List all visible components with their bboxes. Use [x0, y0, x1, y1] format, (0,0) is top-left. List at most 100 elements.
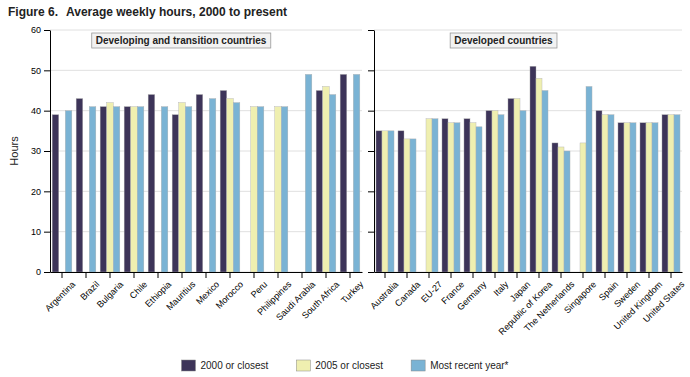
legend-label: Most recent year*: [430, 360, 508, 371]
bar: [76, 99, 83, 272]
legend-swatch: [411, 360, 425, 371]
bar: [329, 95, 336, 272]
y-tick: [368, 30, 374, 31]
chart: Figure 6.Average weekly hours, 2000 to p…: [0, 0, 690, 377]
x-axis-line: [375, 272, 683, 273]
bar: [275, 107, 282, 272]
y-tick: 30: [31, 146, 50, 156]
grid-line: [374, 110, 682, 111]
bar: [305, 74, 312, 272]
x-tick-mark: [649, 272, 650, 278]
x-axis: ArgentinaBrazilBulgariaChileEthiopiaMaur…: [43, 272, 366, 322]
x-tick-label: Turkey: [339, 279, 366, 306]
bar: [107, 103, 114, 272]
series: [65, 74, 360, 272]
x-tick: Turkey: [339, 272, 366, 306]
bar: [52, 115, 59, 272]
y-tick-label: 40: [31, 106, 41, 116]
grid-line: [50, 110, 362, 111]
grid: [50, 30, 362, 272]
bar: [161, 107, 168, 272]
bar: [281, 107, 288, 272]
bar: [536, 78, 542, 272]
y-tick: 40: [31, 106, 50, 116]
x-tick-mark: [605, 272, 606, 278]
x-tick: Argentina: [43, 272, 77, 314]
grid-line: [50, 231, 362, 232]
y-tick-mark: [44, 111, 50, 112]
x-tick-label: Morocco: [214, 279, 245, 310]
x-tick-mark: [86, 272, 87, 278]
x-tick: Morocco: [214, 272, 245, 311]
x-tick-mark: [302, 272, 303, 278]
panel: AustraliaCanadaEU-27FranceGermanyItalyJa…: [368, 30, 687, 337]
bar: [316, 91, 323, 273]
bar: [257, 107, 264, 272]
y-tick-mark: [368, 272, 374, 273]
x-tick: Canada: [393, 272, 422, 309]
y-tick: [368, 111, 374, 112]
annotation-text: Developed countries: [454, 35, 553, 46]
x-tick-mark: [230, 272, 231, 278]
y-tick-label: 50: [31, 66, 41, 76]
x-tick-mark: [407, 272, 408, 278]
y-tick-label: 0: [36, 267, 41, 277]
bar: [596, 111, 602, 272]
bars: [376, 66, 680, 272]
series: [382, 78, 674, 272]
series: [107, 86, 330, 272]
bar: [624, 123, 630, 272]
annotation: Developed countries: [450, 33, 557, 48]
x-tick-label: Italy: [492, 279, 511, 298]
y-tick-label: 30: [31, 146, 41, 156]
bar: [233, 103, 240, 272]
panel: ArgentinaBrazilBulgariaChileEthiopiaMaur…: [8, 25, 366, 322]
y-tick-mark: [368, 151, 374, 152]
x-axis: AustraliaCanadaEU-27FranceGermanyItalyJa…: [368, 272, 686, 337]
grid-line: [50, 151, 362, 152]
bar: [564, 151, 570, 272]
y-tick: 20: [31, 187, 50, 197]
grid-line: [50, 30, 362, 31]
bar: [492, 111, 498, 272]
x-tick-mark: [254, 272, 255, 278]
x-tick-label: Australia: [368, 279, 400, 311]
x-tick-mark: [517, 272, 518, 278]
bar: [640, 123, 646, 272]
x-tick: Chile: [128, 272, 150, 301]
y-tick: 60: [31, 25, 50, 35]
grid: [374, 30, 682, 272]
bars: [52, 74, 360, 272]
bar: [388, 131, 394, 272]
bar: [442, 119, 448, 272]
x-tick-mark: [671, 272, 672, 278]
x-tick: Singapore: [562, 272, 598, 315]
bar: [618, 123, 624, 272]
annotation: Developing and transition countries: [92, 33, 271, 48]
bar: [668, 115, 674, 272]
bar: [340, 74, 347, 272]
y-tick: [368, 232, 374, 233]
y-tick-label: 10: [31, 227, 41, 237]
y-tick: [368, 272, 374, 273]
y-tick: 10: [31, 227, 50, 237]
y-tick-mark: [368, 30, 374, 31]
y-axis-line: [374, 31, 375, 273]
legend-swatch: [296, 360, 310, 371]
annotation-box: [450, 33, 557, 48]
x-tick-label: Mauritius: [164, 279, 197, 312]
y-tick-mark: [368, 191, 374, 192]
grid-line: [374, 70, 682, 71]
bar: [602, 115, 608, 272]
bar: [432, 119, 438, 272]
legend-swatch: [181, 360, 195, 371]
x-tick-mark: [627, 272, 628, 278]
y-axis: [368, 31, 375, 273]
bar: [404, 139, 410, 272]
y-tick-mark: [44, 272, 50, 273]
bar: [558, 147, 564, 272]
y-axis: 0 10 20 30 40 50 60: [31, 25, 51, 277]
x-tick-mark: [473, 272, 474, 278]
x-tick: Mauritius: [164, 272, 197, 312]
x-tick-mark: [583, 272, 584, 278]
